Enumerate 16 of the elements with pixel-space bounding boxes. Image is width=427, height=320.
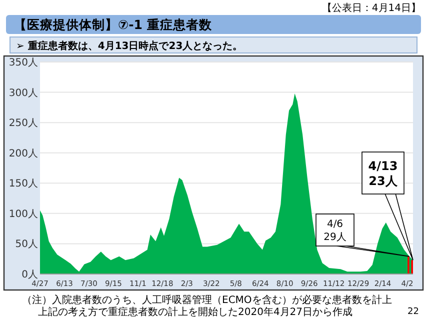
y-tick-label: 300人 (8, 88, 38, 99)
text: 上記の考え方で重症患者数の計上を開始した2020年4月27日から作成 (38, 306, 353, 318)
annotation: 4/13 23人 (368, 158, 398, 188)
y-tick-label: 150人 (8, 178, 38, 190)
annotation: 4/6 29人 (324, 219, 346, 244)
text: 【公表日：4月14日】 (322, 2, 421, 14)
y-tick-label: 50人 (15, 239, 38, 250)
y-tick-label: 200人 (8, 148, 38, 160)
y-tick-label: 250人 (8, 118, 38, 130)
chart-subtitle: ➢ 重症患者数は、4月13日時点で23人となった。 (16, 40, 243, 52)
text: （注）入院患者数のうち、人工呼吸器管理（ECMOを含む）が必要な患者数を計上 (22, 294, 392, 306)
text: 22 (408, 307, 419, 317)
y-tick-label: 100人 (8, 208, 38, 220)
y-tick-label: 0人 (22, 270, 38, 280)
y-tick-label: 350人 (8, 58, 38, 68)
chart-title: 【医療提供体制】⑦-1 重症患者数 (14, 17, 213, 32)
